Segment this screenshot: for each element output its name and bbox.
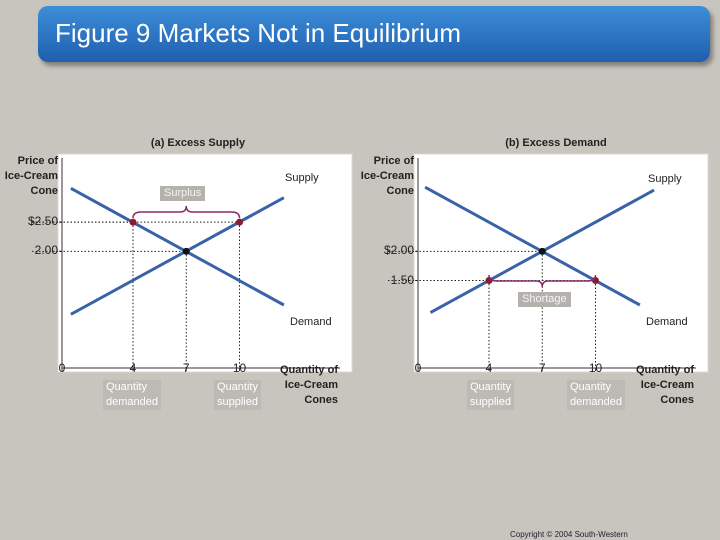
chart-title: (b) Excess Demand (505, 137, 607, 149)
x-tick-label: 7 (182, 361, 190, 375)
gap-label: Surplus (160, 186, 206, 201)
series-label: Supply (285, 172, 319, 184)
slide-title: Figure 9 Markets Not in Equilibrium (55, 18, 462, 48)
x-tick-label: 0 (58, 361, 66, 375)
series-line (70, 187, 285, 307)
x-axis-label: Quantity of Ice-Cream Cones (279, 364, 338, 406)
x-axis-label: Quantity of Ice-Cream Cones (635, 364, 694, 406)
series-label: Demand (646, 316, 688, 328)
series-label: Supply (648, 173, 682, 185)
y-tick-label: 2.00 (34, 243, 58, 258)
point (236, 218, 243, 226)
brace (132, 205, 241, 219)
y-tick-label: 1.50 (390, 272, 414, 287)
point (182, 247, 190, 255)
title-bar (38, 6, 710, 62)
x-tick-label: 4 (485, 361, 493, 375)
annotation: Quantity supplied (214, 380, 261, 410)
y-tick-label: $2.00 (383, 243, 414, 258)
point (129, 218, 137, 226)
brace (488, 274, 597, 288)
chart-title: (a) Excess Supply (150, 137, 246, 149)
annotation: Quantity demanded (103, 380, 161, 410)
x-tick-label: 10 (232, 361, 247, 375)
series-line (424, 185, 641, 307)
annotation: Quantity supplied (467, 380, 514, 410)
x-tick-label: 10 (588, 361, 603, 375)
copyright: Copyright © 2004 South-Western (510, 530, 628, 539)
point (538, 247, 546, 255)
y-tick-label: $2.50 (27, 214, 58, 229)
annotation: Quantity demanded (567, 380, 625, 410)
y-axis-label: Price of Ice-Cream Cone (4, 155, 58, 197)
series-line (70, 196, 285, 316)
x-tick-label: 4 (129, 361, 137, 375)
y-axis-label: Price of Ice-Cream Cone (360, 155, 414, 197)
series-label: Demand (290, 316, 332, 328)
x-tick-label: 7 (538, 361, 546, 375)
gap-label: Shortage (518, 292, 571, 307)
x-tick-label: 0 (414, 361, 422, 375)
